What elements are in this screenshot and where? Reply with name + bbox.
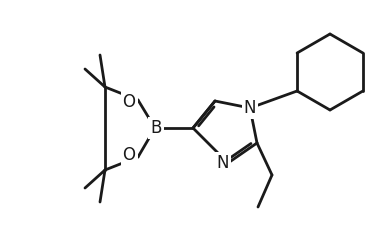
Text: O: O	[122, 146, 135, 164]
Text: N: N	[244, 99, 256, 117]
Text: B: B	[150, 119, 162, 137]
Text: N: N	[217, 154, 229, 172]
Text: O: O	[122, 93, 135, 111]
